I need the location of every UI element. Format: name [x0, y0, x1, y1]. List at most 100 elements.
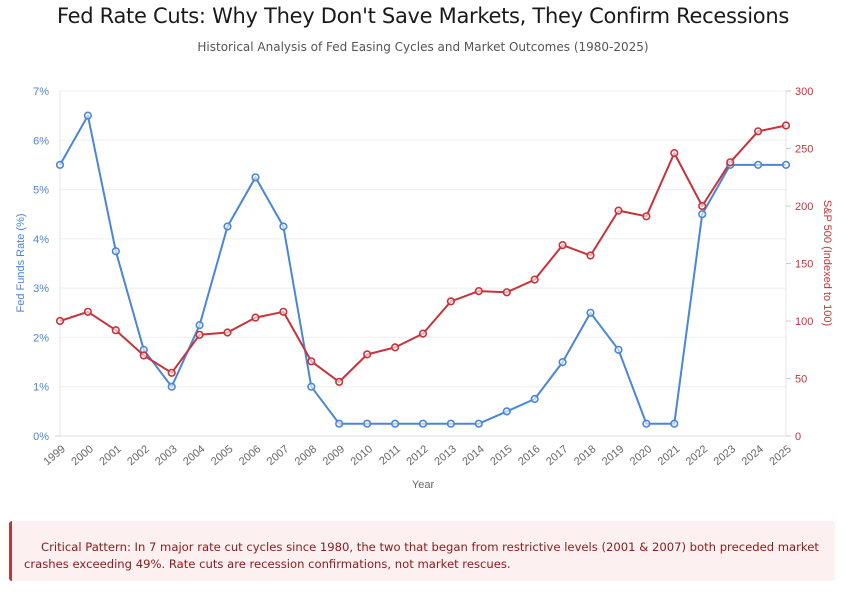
x-tick-label: 2000 [69, 443, 95, 468]
sp500-point[interactable] [698, 201, 707, 211]
fed-funds-point[interactable] [195, 321, 204, 330]
x-tick-label: 2022 [684, 443, 710, 468]
sp500-point[interactable] [279, 307, 288, 316]
x-axis-ticks: 1999 2000 2001 2002 2003 2004 2005 2006 2007 2008… [41, 443, 793, 468]
sp500-line [59, 124, 787, 383]
fed-funds-point[interactable] [781, 160, 791, 169]
left-tick-label: 7% [33, 86, 49, 98]
sp500-point[interactable] [251, 313, 260, 322]
x-tick-label: 2007 [265, 443, 291, 468]
series-points [55, 111, 791, 428]
sp500-point[interactable] [642, 212, 651, 221]
sp500-point[interactable] [139, 351, 148, 360]
x-tick-label: 2024 [740, 443, 766, 468]
right-axis-label: S&P 500 (Indexed to 100) [821, 200, 833, 326]
fed-funds-point[interactable] [502, 407, 511, 416]
x-tick-label: 2003 [153, 443, 179, 468]
x-tick-label: 2017 [544, 443, 570, 468]
sp500-point[interactable] [530, 275, 539, 284]
left-tick-label: 5% [33, 185, 49, 197]
right-tick-label: 0 [795, 431, 801, 443]
gridlines [60, 90, 786, 437]
series-lines [59, 114, 787, 425]
sp500-point[interactable] [586, 251, 595, 260]
fed-funds-point[interactable] [698, 210, 707, 219]
x-tick-label: 2006 [237, 443, 263, 468]
right-tick-label: 250 [795, 144, 813, 156]
right-tick-label: 50 [795, 374, 807, 386]
x-tick-label: 2004 [181, 443, 207, 468]
fed-funds-point[interactable] [55, 160, 65, 169]
sp500-point[interactable] [753, 127, 763, 136]
left-tick-label: 4% [33, 234, 49, 246]
fed-funds-point[interactable] [753, 160, 763, 169]
sp500-point[interactable] [335, 377, 344, 387]
left-tick-label: 1% [33, 382, 49, 394]
x-tick-label: 2013 [432, 443, 458, 468]
x-tick-label: 2018 [572, 443, 598, 468]
fed-funds-point[interactable] [558, 358, 567, 367]
sp500-point[interactable] [726, 158, 735, 167]
fed-funds-point[interactable] [614, 345, 623, 354]
fed-funds-point[interactable] [391, 419, 400, 428]
fed-funds-point[interactable] [642, 419, 651, 428]
x-tick-label: 2008 [293, 443, 319, 468]
fed-funds-point[interactable] [474, 419, 483, 428]
x-tick-label: 2016 [516, 443, 542, 468]
fed-funds-point[interactable] [418, 419, 428, 428]
right-tick-label: 100 [795, 316, 813, 328]
fed-funds-point[interactable] [251, 173, 260, 182]
sp500-point[interactable] [614, 206, 623, 215]
fed-funds-point[interactable] [223, 222, 232, 231]
x-tick-label: 2015 [488, 443, 514, 468]
critical-pattern-callout: Critical Pattern: In 7 major rate cut cy… [9, 521, 835, 581]
x-tick-label: 2012 [404, 443, 430, 468]
sp500-point[interactable] [83, 307, 92, 316]
x-tick-label: 2011 [377, 443, 403, 467]
sp500-point[interactable] [223, 328, 232, 337]
sp500-point[interactable] [55, 316, 65, 326]
right-tick-label: 200 [795, 201, 813, 213]
fed-funds-point[interactable] [279, 222, 288, 231]
sp500-point[interactable] [558, 241, 567, 250]
sp500-point[interactable] [418, 329, 428, 338]
fed-funds-point[interactable] [530, 394, 539, 404]
fed-funds-point[interactable] [335, 419, 344, 428]
line-chart: 0% 1% 2% 3% 4% 5% 6% 7% 0 50 100 150 200 250 300 1999… [15, 86, 833, 491]
fed-funds-point[interactable] [670, 419, 679, 428]
sp500-point[interactable] [781, 121, 791, 130]
fed-funds-point[interactable] [111, 247, 120, 256]
x-tick-label: 2023 [712, 443, 738, 468]
left-tick-label: 2% [33, 332, 49, 344]
fed-funds-point[interactable] [446, 419, 456, 428]
sp500-point[interactable] [391, 343, 400, 352]
axes [55, 91, 787, 437]
sp500-point[interactable] [167, 368, 176, 377]
left-tick-label: 0% [33, 431, 49, 443]
x-tick-label: 1999 [41, 443, 67, 468]
left-tick-label: 3% [33, 283, 49, 295]
fed-funds-point[interactable] [586, 308, 595, 317]
sp500-point[interactable] [111, 326, 120, 335]
left-axis-ticks: 0% 1% 2% 3% 4% 5% 6% 7% [33, 86, 49, 443]
x-tick-label: 2001 [97, 443, 123, 468]
sp500-point[interactable] [195, 330, 204, 339]
chart-title: Fed Rate Cuts: Why They Don't Save Marke… [57, 4, 789, 28]
sp500-point[interactable] [474, 287, 483, 296]
sp500-point[interactable] [670, 149, 679, 158]
fed-funds-point[interactable] [363, 419, 372, 428]
x-tick-label: 2002 [125, 443, 151, 468]
fed-funds-point[interactable] [307, 382, 316, 391]
sp500-point[interactable] [446, 297, 456, 306]
x-tick-label: 2021 [656, 443, 682, 468]
chart-subtitle: Historical Analysis of Fed Easing Cycles… [197, 40, 649, 54]
fed-funds-line [59, 114, 786, 425]
sp500-point[interactable] [307, 357, 316, 366]
right-tick-label: 300 [795, 86, 813, 98]
fed-funds-point[interactable] [83, 111, 92, 120]
sp500-point[interactable] [502, 288, 511, 297]
sp500-point[interactable] [363, 350, 372, 359]
left-axis-label: Fed Funds Rate (%) [15, 213, 27, 312]
x-tick-label: 2020 [628, 443, 654, 468]
fed-funds-point[interactable] [167, 382, 176, 391]
